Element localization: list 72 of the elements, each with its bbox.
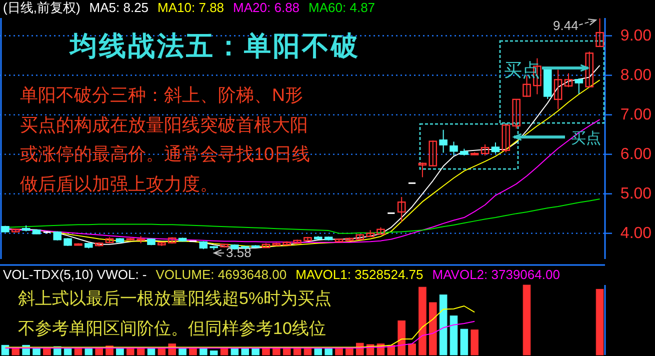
bar bbox=[398, 320, 406, 356]
bar bbox=[346, 348, 354, 356]
candlestick bbox=[596, 18, 604, 48]
y-tick-label: 8.00 bbox=[620, 66, 652, 84]
text: MA20: 6.88 bbox=[233, 0, 300, 15]
bar bbox=[304, 348, 312, 356]
text: MAVOL1: 3528524.75 bbox=[296, 267, 424, 282]
candlestick bbox=[491, 142, 500, 154]
candlestick bbox=[397, 196, 406, 222]
annotation: 3.58 bbox=[226, 245, 252, 260]
annotation: 不参考单阳区间阶位。但同样参考10线位 bbox=[18, 319, 326, 338]
candlestick bbox=[428, 140, 438, 167]
y-tick-label: 4.00 bbox=[620, 224, 652, 242]
candlestick bbox=[554, 69, 562, 110]
bar bbox=[439, 294, 448, 356]
bar bbox=[230, 348, 239, 356]
bar bbox=[522, 284, 531, 356]
candlestick bbox=[502, 124, 510, 153]
text: MA5: 8.25 bbox=[89, 0, 149, 15]
text: MA10: 7.88 bbox=[158, 0, 224, 15]
candlestick bbox=[512, 98, 520, 130]
text: MA60: 4.87 bbox=[308, 0, 376, 15]
candlestick bbox=[450, 141, 458, 156]
candlestick bbox=[439, 129, 448, 154]
y-tick-label: 9.00 bbox=[620, 27, 652, 44]
bar bbox=[220, 348, 228, 356]
y-tick-label: 5.00 bbox=[620, 185, 652, 202]
bar bbox=[596, 288, 604, 356]
annotation: 或涨停的最高价。通常会寻找10日线 bbox=[20, 144, 310, 164]
chart-subtitle: (日线,前复权) bbox=[3, 0, 80, 15]
bar bbox=[95, 348, 103, 356]
candlestick bbox=[574, 78, 584, 94]
bar bbox=[428, 302, 437, 356]
bar bbox=[470, 330, 479, 356]
annotation: 单阳不破分三种：斜上、阶梯、N形 bbox=[20, 85, 303, 105]
bar bbox=[314, 348, 322, 356]
y-tick-label: 6.00 bbox=[620, 146, 652, 163]
bar bbox=[210, 350, 218, 356]
bar bbox=[418, 286, 426, 356]
text: VOLUME: 4693648.00 bbox=[156, 267, 287, 282]
annotation: 9.44 bbox=[553, 18, 578, 33]
bar bbox=[252, 348, 260, 356]
bar bbox=[64, 348, 72, 356]
bar bbox=[272, 348, 280, 356]
candlestick bbox=[418, 162, 427, 178]
bar bbox=[460, 328, 468, 356]
bar bbox=[147, 348, 156, 356]
bar bbox=[293, 348, 302, 356]
annotation: 买点 bbox=[571, 130, 601, 147]
text: 均线战法五：单阳不破 bbox=[68, 31, 360, 61]
candlestick bbox=[564, 72, 573, 88]
bar bbox=[262, 348, 270, 356]
annotation: 做后盾以加强上攻力度。 bbox=[20, 174, 218, 194]
bar bbox=[241, 348, 250, 356]
bar bbox=[282, 348, 291, 356]
chart-title: VOL-TDX(5,10) VWOL: - bbox=[3, 267, 147, 282]
candlestick bbox=[480, 144, 490, 156]
bar bbox=[408, 344, 416, 356]
annotation: 买点的构成在放量阳线突破首根大阳 bbox=[20, 115, 308, 135]
bar bbox=[116, 348, 124, 356]
bar bbox=[450, 316, 458, 356]
bar bbox=[324, 348, 332, 356]
bar bbox=[1, 344, 10, 356]
bar bbox=[126, 348, 134, 356]
y-tick-label: 7.00 bbox=[620, 106, 652, 124]
bar bbox=[335, 348, 343, 356]
annotation: 斜上式以最后一根放量阳线超5%时为买点 bbox=[18, 289, 332, 308]
bar bbox=[74, 348, 82, 356]
text: MAVOL2: 3739064.00 bbox=[432, 267, 560, 282]
bar bbox=[189, 348, 197, 356]
bar bbox=[158, 348, 166, 356]
candlestick bbox=[585, 51, 594, 88]
